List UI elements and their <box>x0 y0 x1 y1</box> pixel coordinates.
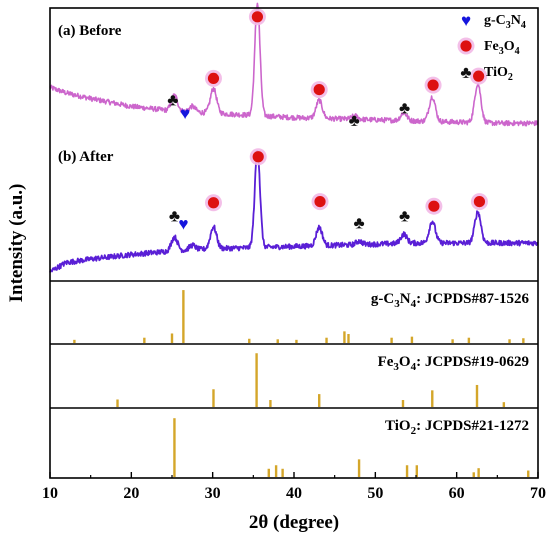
peak-marker-0-0-glyph: ♣ <box>167 91 178 110</box>
series-label-1: (b) After <box>58 149 114 165</box>
peak-marker-0-4 <box>310 81 328 99</box>
x-tick-label-2: 30 <box>205 485 221 502</box>
peak-marker-1-2-dot <box>207 197 220 209</box>
x-tick-label-4: 50 <box>367 485 383 502</box>
ref-label-1-rest: : JCPDS#19-0629 <box>416 354 529 370</box>
ref-label-0-sub2: 4 <box>411 298 417 310</box>
peak-marker-0-3 <box>248 8 266 26</box>
peak-marker-1-4-dot <box>314 196 326 208</box>
legend-symbol-0-glyph: ♥ <box>461 11 471 30</box>
legend-label-1-label_main: Fe <box>484 39 499 54</box>
ref-label-0-rest: : JCPDS#87-1526 <box>416 291 529 307</box>
peak-marker-1-0: ♣ <box>169 206 180 225</box>
ref-label-0-formula_main: g-C <box>371 291 394 307</box>
legend-symbol-0: ♥ <box>461 11 471 30</box>
peak-marker-1-6-glyph: ♣ <box>399 206 410 225</box>
legend-label-0-label_main: g-C <box>484 13 506 28</box>
peak-marker-0-5-glyph: ♣ <box>349 111 360 130</box>
x-tick-label-3: 40 <box>286 485 302 502</box>
peak-marker-1-0-glyph: ♣ <box>169 206 180 225</box>
y-axis-title: Intensity (a.u.) <box>6 184 27 303</box>
legend-label-2: TiO2 <box>484 65 513 83</box>
legend-label-0-label_mid: N <box>511 13 521 28</box>
peak-marker-1-7 <box>425 197 443 215</box>
peak-marker-1-6: ♣ <box>399 206 410 225</box>
peak-marker-0-7 <box>424 76 442 94</box>
peak-marker-0-1: ♥ <box>180 104 190 123</box>
peak-marker-1-3 <box>249 148 267 166</box>
peak-marker-0-6: ♣ <box>399 99 410 118</box>
peak-marker-0-8 <box>470 67 488 85</box>
peak-marker-0-8-dot <box>473 70 485 82</box>
ref-label-0-sub1: 3 <box>394 298 400 310</box>
ref-label-1-sub1: 3 <box>393 361 399 373</box>
legend-symbol-2-glyph: ♣ <box>460 63 471 82</box>
ref-label-1-formula_main: Fe <box>378 354 394 370</box>
peak-marker-0-3-dot <box>251 11 263 23</box>
series-line-1 <box>49 150 539 273</box>
legend-label-1-label_mid: O <box>504 39 515 54</box>
x-axis-title: 2θ (degree) <box>249 512 339 533</box>
ref-label-2-rest: : JCPDS#21-1272 <box>416 418 529 434</box>
legend-label-2-label_main: TiO <box>484 65 508 80</box>
legend-symbol-1 <box>457 37 475 55</box>
legend-label-0-label_sub2: 4 <box>521 20 526 31</box>
peak-marker-1-5: ♣ <box>353 213 364 232</box>
ref-label-1: Fe3O4: JCPDS#19-0629 <box>378 354 529 373</box>
legend-label-0: g-C3N4 <box>484 13 526 31</box>
ref-label-0-mid: N <box>400 291 411 307</box>
series-line-0 <box>49 2 539 127</box>
legend-item-1: Fe3O4 <box>457 37 520 57</box>
x-tick-label-5: 60 <box>449 485 465 502</box>
ref-label-2-sub1: 2 <box>411 425 417 437</box>
peak-marker-0-4-dot <box>313 84 325 96</box>
x-tick-label-1: 20 <box>123 485 139 502</box>
legend-item-2: ♣ TiO2 <box>460 63 512 83</box>
legend-item-0: ♥ g-C3N4 <box>461 11 526 31</box>
peak-marker-1-3-dot <box>252 151 264 163</box>
ref-label-1-mid: O <box>399 354 411 370</box>
x-tick-label-6: 70 <box>530 485 546 502</box>
series-label-0: (a) Before <box>58 23 122 39</box>
peak-marker-0-7-dot <box>427 79 439 91</box>
legend-symbol-2: ♣ <box>460 63 471 82</box>
legend-label-2-label_sub1: 2 <box>508 72 513 83</box>
axes-layer: 10 20 30 40 50 60 70 2θ (degree) Intensity (a.u.… <box>6 7 546 533</box>
peak-marker-1-5-glyph: ♣ <box>353 213 364 232</box>
peak-markers-layer: ♣♥ ♣♣♣♥ ♣ ♣ <box>167 8 488 233</box>
legend-label-1-label_sub1: 3 <box>499 46 504 57</box>
peak-marker-0-2 <box>204 69 222 87</box>
peak-marker-0-0: ♣ <box>167 91 178 110</box>
peak-marker-1-8 <box>470 193 488 211</box>
ref-label-0: g-C3N4: JCPDS#87-1526 <box>371 291 530 310</box>
ref-label-2-formula_main: TiO <box>385 418 411 434</box>
peak-marker-1-7-dot <box>428 200 440 212</box>
peak-marker-0-1-glyph: ♥ <box>180 104 190 123</box>
x-tick-label-0: 10 <box>42 485 58 502</box>
peak-marker-1-1-glyph: ♥ <box>178 214 188 233</box>
legend-label-1: Fe3O4 <box>484 39 520 57</box>
peak-marker-0-5: ♣ <box>349 111 360 130</box>
peak-marker-1-8-dot <box>473 196 486 208</box>
peak-marker-1-4 <box>311 193 329 211</box>
legend-label-1-label_sub2: 4 <box>515 46 520 57</box>
ref-label-1-sub2: 4 <box>411 361 417 373</box>
ref-label-2: TiO2: JCPDS#21-1272 <box>385 418 529 437</box>
peak-marker-0-6-glyph: ♣ <box>399 99 410 118</box>
peak-marker-1-1: ♥ <box>178 214 188 233</box>
peak-marker-0-2-dot <box>207 72 220 84</box>
legend-symbol-1-dot <box>460 40 472 52</box>
spectra-layer: (a) Before (b) After <box>49 2 539 273</box>
legend-label-0-label_sub1: 3 <box>506 20 511 31</box>
peak-marker-1-2 <box>204 194 222 212</box>
